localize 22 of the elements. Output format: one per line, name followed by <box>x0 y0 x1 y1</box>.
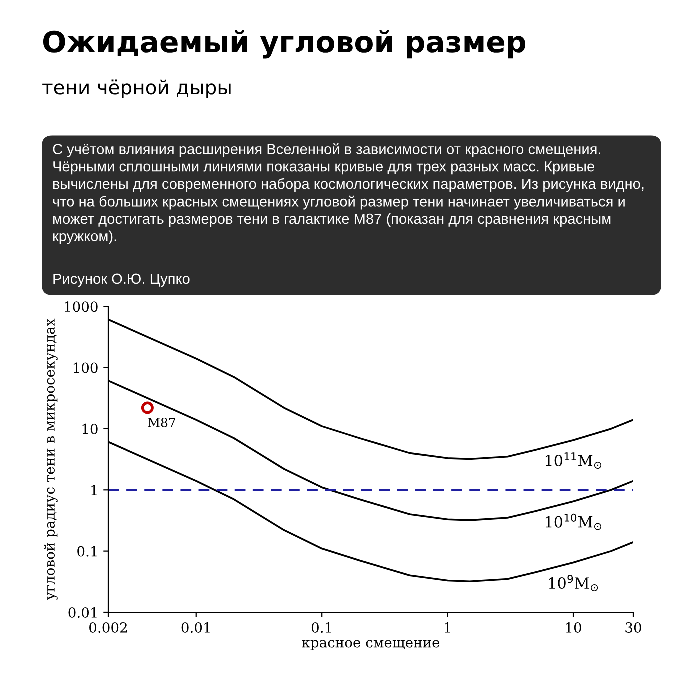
y-tick-label: 0.01 <box>68 607 97 618</box>
text: Рисунок О.Ю. Цупко <box>54 274 190 287</box>
series-label: 10$^{11}$M$_{⊙}$ <box>546 452 602 469</box>
annotation: M87 <box>148 418 176 428</box>
y-tick-label: 0.1 <box>78 546 97 557</box>
x-tick-label: 10 <box>566 622 582 633</box>
x-tick-label: 0.002 <box>90 622 128 633</box>
y-tick-label: 1 <box>92 485 97 496</box>
text: С учётом влияния расширения Вселенной в зависимости от красного смещения. Чёрными сплошными линиями показаны кривые для трех разных масс. Кривые вычислены для современного набора космологических параметров. Из рисунка видно, что на больших красных смещениях угловой размер тени начинает увеличиваться и может достигать размеров тени в галактике M87 (показан для сравнения красным кружком). <box>53 144 644 244</box>
x-tick-label: 0.1 <box>312 622 332 633</box>
x-axis-title: красное смещение <box>302 640 440 650</box>
y-tick-label: 1000 <box>65 302 98 312</box>
y-tick-label: 100 <box>74 362 98 374</box>
x-tick-label: 1 <box>445 622 450 633</box>
x-tick-label: 30 <box>626 622 642 633</box>
y-tick-label: 10 <box>82 424 98 434</box>
chart-subtitle: тени чёрной дыры <box>42 80 231 99</box>
y-axis-title: угловой радиус тени в микросекундах <box>44 318 58 600</box>
series-label: 10$^{9}$M$_{⊙}$ <box>549 575 598 592</box>
series-label: 10$^{10}$M$_{⊙}$ <box>546 514 602 530</box>
x-tick-label: 0.01 <box>182 622 210 633</box>
chart-title: Ожидаемый угловой размер <box>43 30 526 59</box>
